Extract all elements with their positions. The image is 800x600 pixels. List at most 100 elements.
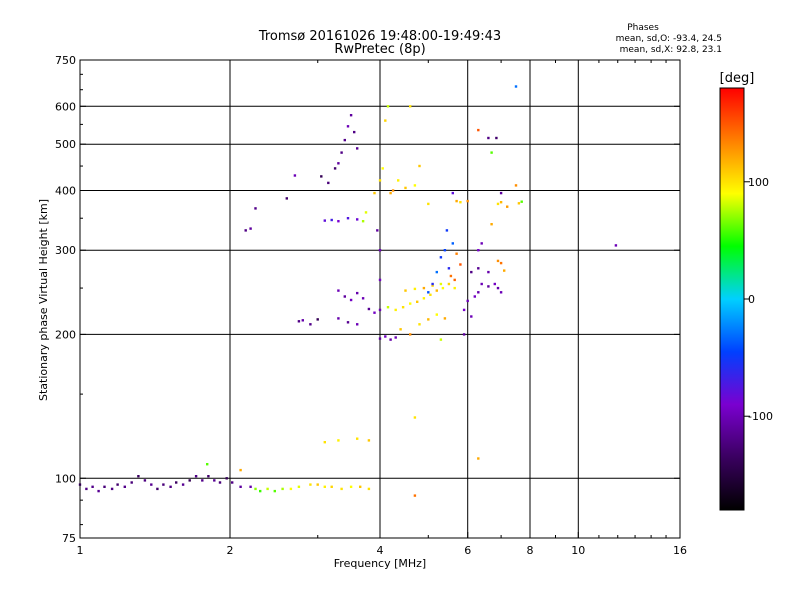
echo-point — [91, 485, 94, 488]
stats-o-line: mean, sd,O: -93.4, 24.5 — [616, 34, 722, 44]
echo-point — [316, 318, 319, 321]
echo-point — [254, 207, 257, 210]
echo-point — [439, 338, 443, 341]
echo-point — [249, 485, 252, 488]
echo-point — [323, 219, 326, 222]
echo-point — [480, 282, 483, 286]
echo-point — [470, 315, 473, 318]
echo-point — [361, 297, 365, 300]
echo-point — [490, 223, 493, 226]
echo-point — [480, 242, 483, 245]
x-tick-label: 1 — [77, 544, 84, 557]
echo-point — [367, 307, 371, 311]
echo-point — [514, 184, 518, 187]
echo-point — [239, 468, 242, 472]
echo-point — [188, 479, 191, 482]
echo-point — [340, 487, 343, 491]
echo-point — [356, 323, 359, 326]
echo-point — [273, 489, 276, 493]
echo-point — [397, 179, 400, 182]
echo-point — [441, 286, 445, 290]
echo-point — [487, 136, 490, 140]
echo-point — [451, 191, 454, 195]
echo-point — [356, 437, 359, 440]
echo-point — [487, 270, 490, 274]
echo-point — [499, 191, 503, 195]
echo-point — [439, 256, 443, 259]
echo-point — [316, 483, 319, 486]
echo-point — [244, 229, 247, 232]
echo-point — [499, 201, 503, 204]
echo-point — [150, 483, 153, 486]
echo-point — [330, 218, 333, 222]
echo-point — [337, 220, 340, 223]
echo-point — [359, 485, 362, 488]
echo-point — [503, 269, 506, 272]
y-tick-label: 600 — [55, 100, 76, 113]
echo-point — [381, 167, 384, 170]
echo-point — [493, 282, 496, 286]
echo-point — [429, 293, 432, 296]
echo-point — [459, 201, 462, 204]
echo-point — [409, 105, 412, 108]
echo-point — [451, 242, 454, 245]
echo-point — [181, 483, 185, 486]
echo-point — [443, 317, 447, 320]
echo-point — [337, 289, 340, 292]
data-points — [78, 85, 618, 497]
echo-point — [449, 274, 453, 278]
echo-point — [389, 338, 392, 341]
echo-point — [384, 119, 387, 122]
echo-point — [614, 244, 618, 247]
echo-point — [364, 211, 368, 214]
echo-point — [378, 308, 382, 312]
echo-point — [97, 489, 100, 493]
echo-point — [404, 186, 407, 190]
echo-point — [169, 485, 172, 488]
echo-point — [445, 229, 449, 232]
echo-point — [85, 487, 88, 491]
echo-point — [435, 289, 438, 292]
stats-heading: Phases — [627, 23, 659, 33]
echo-point — [495, 136, 498, 140]
echo-point — [496, 202, 500, 206]
echo-point — [462, 333, 466, 336]
echo-point — [409, 302, 412, 305]
echo-point — [499, 261, 503, 265]
echo-point — [394, 336, 397, 339]
x-axis: 1 2 4 6 8 10 16 — [77, 60, 687, 557]
echo-point — [309, 483, 312, 486]
y-tick-label: 200 — [55, 328, 76, 341]
echo-point — [213, 479, 216, 482]
echo-point — [361, 220, 365, 223]
stats-x-line: mean, sd,X: 92.8, 23.1 — [620, 45, 722, 55]
echo-point — [356, 291, 359, 295]
y-tick-label: 300 — [55, 244, 76, 257]
echo-point — [499, 291, 503, 294]
echo-point — [373, 191, 376, 195]
echo-point — [349, 298, 353, 302]
echo-point — [206, 463, 209, 466]
echo-point — [517, 202, 521, 205]
x-tick-label: 10 — [571, 544, 585, 557]
echo-point — [453, 286, 456, 290]
y-tick-label: 100 — [55, 472, 76, 485]
echo-point — [459, 263, 462, 266]
echo-point — [384, 335, 387, 338]
echo-point — [401, 306, 405, 309]
echo-point — [506, 205, 509, 208]
echo-point — [435, 270, 438, 274]
echo-point — [455, 252, 458, 255]
echo-point — [431, 284, 434, 287]
echo-point — [422, 286, 426, 290]
grid-lines — [80, 60, 680, 538]
echo-point — [447, 282, 451, 286]
echo-point — [413, 416, 417, 419]
echo-point — [477, 457, 480, 460]
echo-point — [427, 291, 430, 294]
echo-point — [207, 475, 210, 478]
echo-point — [473, 295, 476, 298]
echo-point — [487, 285, 490, 288]
colorbar-tick-label: 100 — [748, 176, 769, 189]
colorbar: -100 0 100 [deg] — [719, 71, 773, 511]
